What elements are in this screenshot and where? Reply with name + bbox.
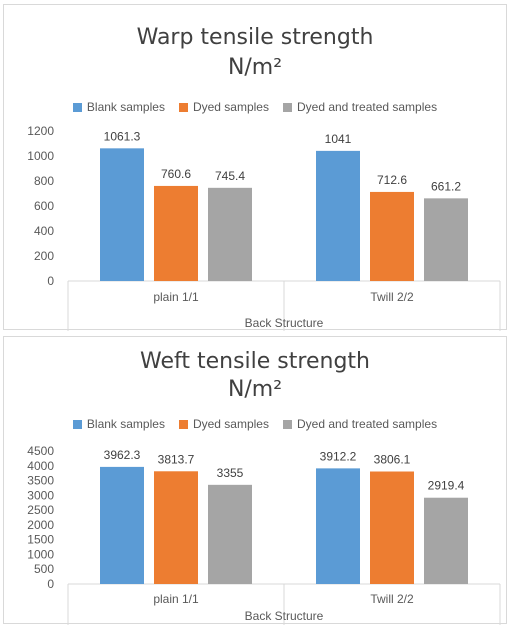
data-label: 1041 bbox=[325, 132, 352, 146]
y-tick-label: 3000 bbox=[27, 488, 54, 502]
x-axis-title: Back Structure bbox=[245, 609, 324, 623]
legend-item-treated: Dyed and treated samples bbox=[282, 417, 438, 431]
chart-title-unit: N/m² bbox=[227, 55, 283, 80]
legend-item-blank: Blank samples bbox=[72, 100, 165, 114]
y-tick-label: 4000 bbox=[27, 459, 54, 473]
legend-label: Dyed samples bbox=[192, 100, 269, 114]
category-label: Twill 2/2 bbox=[370, 592, 414, 606]
data-label: 3806.1 bbox=[374, 453, 411, 467]
y-tick-label: 0 bbox=[47, 577, 54, 591]
legend-swatch-blank bbox=[72, 102, 82, 112]
y-tick-label: 500 bbox=[34, 562, 54, 576]
y-tick-label: 600 bbox=[34, 199, 54, 213]
chart-legend: Blank samples Dyed samples Dyed and trea… bbox=[4, 100, 506, 114]
y-tick-label: 3500 bbox=[27, 474, 54, 488]
bar bbox=[208, 187, 252, 281]
chart-title: Weft tensile strength bbox=[140, 349, 370, 374]
y-tick-label: 4500 bbox=[27, 444, 54, 458]
bar bbox=[208, 484, 252, 584]
legend-swatch-dyed bbox=[178, 419, 188, 429]
bar bbox=[100, 466, 144, 584]
data-label: 712.6 bbox=[377, 173, 407, 187]
legend-label: Blank samples bbox=[86, 417, 165, 431]
legend-label: Dyed samples bbox=[192, 417, 269, 431]
bar bbox=[370, 471, 414, 584]
category-label: plain 1/1 bbox=[153, 592, 199, 606]
data-label: 745.4 bbox=[215, 169, 245, 183]
category-label: Twill 2/2 bbox=[370, 290, 414, 304]
legend-label: Blank samples bbox=[86, 100, 165, 114]
legend-item-dyed: Dyed samples bbox=[178, 100, 269, 114]
warp-chart-panel: Warp tensile strength N/m² Blank samples… bbox=[3, 4, 507, 331]
y-tick-label: 1000 bbox=[27, 149, 54, 163]
y-tick-label: 1000 bbox=[27, 547, 54, 561]
y-tick-label: 2000 bbox=[27, 518, 54, 532]
bar bbox=[370, 191, 414, 281]
data-label: 3813.7 bbox=[158, 452, 195, 466]
data-label: 661.2 bbox=[431, 179, 461, 193]
data-label: 3962.3 bbox=[104, 448, 141, 462]
data-label: 1061.3 bbox=[104, 129, 141, 143]
legend-item-blank: Blank samples bbox=[72, 417, 165, 431]
x-axis-title: Back Structure bbox=[245, 316, 324, 330]
legend-item-dyed: Dyed samples bbox=[178, 417, 269, 431]
legend-swatch-treated bbox=[282, 102, 292, 112]
data-label: 3912.2 bbox=[320, 449, 357, 463]
bar bbox=[424, 198, 468, 281]
legend-item-treated: Dyed and treated samples bbox=[282, 100, 438, 114]
y-tick-label: 1200 bbox=[27, 124, 54, 138]
data-label: 2919.4 bbox=[428, 479, 465, 493]
bar bbox=[154, 185, 198, 281]
chart-title: Warp tensile strength bbox=[136, 25, 374, 50]
legend-label: Dyed and treated samples bbox=[296, 417, 438, 431]
bar bbox=[154, 471, 198, 584]
y-tick-label: 800 bbox=[34, 174, 54, 188]
bar bbox=[316, 468, 360, 584]
legend-swatch-treated bbox=[282, 419, 292, 429]
y-tick-label: 200 bbox=[34, 249, 54, 263]
bar bbox=[424, 497, 468, 584]
y-tick-label: 400 bbox=[34, 224, 54, 238]
chart-title-unit: N/m² bbox=[227, 377, 283, 402]
weft-chart-panel: Weft tensile strength N/m² Blank samples… bbox=[3, 336, 507, 625]
data-label: 3355 bbox=[217, 466, 244, 480]
y-tick-label: 2500 bbox=[27, 503, 54, 517]
legend-label: Dyed and treated samples bbox=[296, 100, 438, 114]
bar bbox=[100, 148, 144, 281]
legend-swatch-dyed bbox=[178, 102, 188, 112]
chart-legend: Blank samples Dyed samples Dyed and trea… bbox=[4, 417, 506, 431]
y-tick-label: 0 bbox=[47, 274, 54, 288]
y-tick-label: 1500 bbox=[27, 533, 54, 547]
bar bbox=[316, 150, 360, 281]
warp-bar-plot: 0 200 400 600 800 1000 1200 1061.3 760.6 745.4 pla… bbox=[27, 124, 501, 331]
category-label: plain 1/1 bbox=[153, 290, 199, 304]
legend-swatch-blank bbox=[72, 419, 82, 429]
data-label: 760.6 bbox=[161, 167, 191, 181]
